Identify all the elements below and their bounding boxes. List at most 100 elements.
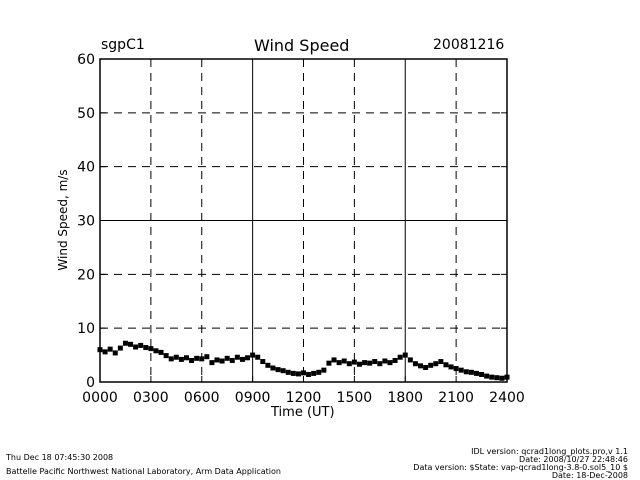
data-point (107, 346, 113, 352)
data-point (224, 355, 230, 361)
data-point (311, 370, 317, 376)
data-point (168, 356, 174, 362)
data-point (102, 349, 108, 355)
data-point (301, 370, 306, 376)
tick-marks (99, 58, 508, 383)
data-point (148, 346, 154, 352)
data-point (387, 360, 393, 366)
data-point (438, 359, 444, 365)
data-point (443, 362, 449, 368)
data-point (183, 355, 189, 361)
data-point (412, 361, 418, 367)
data-point (306, 371, 312, 377)
y-tick-labels: 0 10 20 30 40 50 60 (77, 52, 95, 391)
data-point (484, 373, 490, 379)
data-point (351, 359, 357, 365)
data-point (199, 356, 205, 362)
data-point (341, 358, 347, 364)
data-point (321, 367, 327, 373)
x-tick-label: 2400 (489, 390, 525, 406)
data-point (138, 342, 144, 348)
data-point (122, 340, 128, 346)
data-point (285, 369, 291, 375)
data-point (178, 356, 184, 362)
x-tick-label: 0000 (82, 390, 118, 406)
y-tick-label: 40 (77, 160, 95, 176)
data-point (407, 357, 413, 363)
data-point (239, 356, 245, 362)
data-point (473, 370, 479, 376)
data-point (290, 370, 296, 376)
chart-title: Wind Speed (254, 36, 350, 55)
data-point (453, 366, 459, 372)
data-point (214, 357, 220, 363)
x-tick-labels: 0000 0300 0600 0900 1200 1500 1800 2100 2400 (82, 390, 525, 406)
data-point (265, 362, 271, 368)
y-tick-label: 60 (77, 52, 95, 68)
data-point (397, 354, 403, 360)
data-point (270, 365, 276, 371)
data-point (382, 358, 388, 364)
data-point (418, 363, 424, 369)
data-point (316, 369, 322, 375)
data-point (326, 360, 332, 366)
data-point (423, 364, 429, 370)
data-point (163, 353, 169, 359)
data-point (499, 375, 505, 381)
data-point (367, 360, 373, 366)
data-point (402, 352, 408, 358)
site-label: sgpC1 (101, 37, 145, 53)
footer-idl-version: IDL version: qcrad1long_plots.pro,v 1.1 (471, 447, 628, 456)
x-tick-label: 0300 (133, 390, 169, 406)
grid (100, 59, 507, 382)
data-point (143, 345, 149, 351)
data-point (260, 359, 266, 365)
x-tick-label: 2100 (438, 390, 474, 406)
x-tick-label: 1500 (337, 390, 373, 406)
x-tick-label: 1200 (286, 390, 322, 406)
footer-data-date: Date: 18-Dec-2008 (551, 471, 628, 480)
footer-timestamp: Thu Dec 18 07:45:30 2008 (6, 453, 114, 462)
data-point (295, 371, 301, 377)
data-point (117, 345, 123, 351)
x-tick-label: 0900 (235, 390, 271, 406)
data-point (433, 361, 439, 367)
data-point (463, 369, 469, 375)
footer-data-version: Data version: $State: vap-qcrad1long-3.8… (413, 463, 628, 472)
data-point (219, 358, 225, 364)
data-point (133, 344, 139, 350)
data-point (489, 374, 495, 380)
data-point (362, 360, 368, 366)
x-axis-label: Time (UT) (271, 405, 335, 420)
data-point (479, 371, 485, 377)
x-tick-label: 1800 (387, 390, 423, 406)
data-point (250, 352, 256, 358)
data-point (128, 341, 134, 347)
y-tick-label: 0 (86, 375, 95, 391)
data-point (392, 357, 398, 363)
data-point (336, 360, 342, 366)
data-point (209, 360, 215, 366)
data-point (255, 354, 261, 360)
data-point (448, 364, 454, 370)
data-point (189, 357, 195, 363)
data-point (377, 361, 383, 367)
data-point (275, 367, 281, 373)
data-point (112, 350, 118, 356)
data-point (234, 354, 240, 360)
data-point (458, 367, 464, 373)
date-label: 20081216 (433, 37, 505, 53)
data-point (346, 361, 352, 367)
data-points (97, 340, 510, 381)
data-point (331, 357, 337, 363)
y-tick-label: 20 (77, 267, 95, 283)
data-point (158, 349, 164, 355)
y-axis-label: Wind Speed, m/s (56, 169, 70, 271)
data-point (153, 348, 159, 354)
data-point (356, 361, 362, 367)
data-point (372, 359, 378, 365)
data-point (468, 369, 474, 375)
footer-lab: Battelle Pacific Northwest National Labo… (6, 467, 281, 476)
data-point (280, 368, 286, 374)
